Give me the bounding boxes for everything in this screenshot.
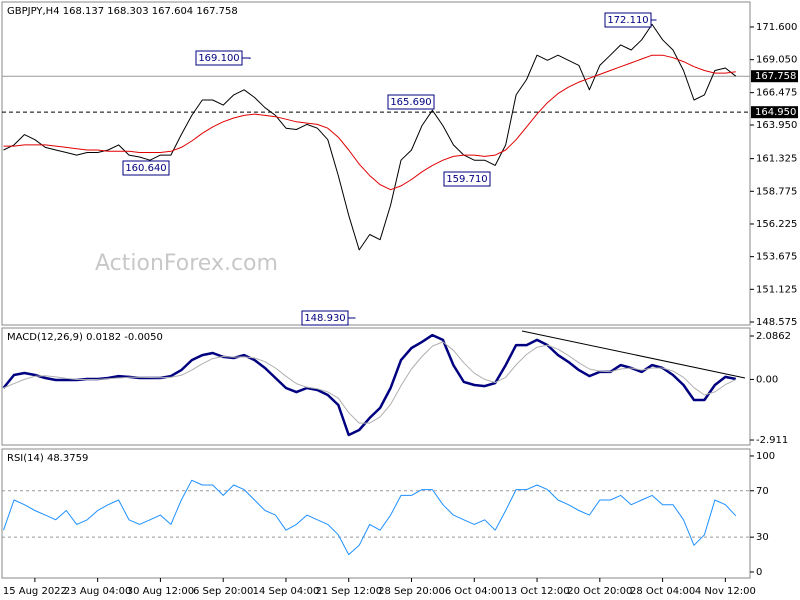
x-tick-label: 6 Sep 20:00 — [193, 586, 253, 597]
panel-frame — [1, 448, 751, 579]
y-tick-label: 169.050 — [756, 55, 797, 66]
y-tick-label: 158.775 — [756, 186, 797, 197]
annotation-label: 165.690 — [390, 97, 431, 108]
y-tick-label: 100 — [756, 451, 775, 462]
y-tick-label: -2.911 — [756, 435, 788, 446]
y-tick-label: 0 — [756, 567, 762, 578]
y-tick-label: 148.575 — [756, 317, 797, 328]
annotation-box — [387, 94, 435, 110]
x-tick-label: 21 Sep 12:00 — [315, 586, 382, 597]
annotation-connector — [348, 317, 356, 319]
annotation-box — [301, 310, 349, 326]
x-tick-label: 15 Aug 2022 — [3, 586, 67, 597]
y-tick-label: 161.325 — [756, 154, 797, 165]
panel-title: GBPJPY,H4 168.137 168.303 167.604 167.75… — [7, 6, 238, 17]
annotation-label: 160.640 — [125, 163, 166, 174]
annotation-box — [195, 50, 243, 66]
y-tick-label: 30 — [756, 532, 769, 543]
annotation-label: 172.110 — [607, 15, 648, 26]
y-tick-label: 0.00 — [756, 374, 778, 385]
series-line — [3, 479, 737, 556]
y-tick-label: 151.125 — [756, 284, 797, 295]
series-line — [2, 333, 737, 437]
annotation-label: 148.930 — [304, 313, 345, 324]
x-tick-label: 20 Oct 20:00 — [567, 586, 632, 597]
watermark: ActionForex.com — [95, 251, 278, 276]
y-tick-label: 156.225 — [756, 219, 797, 230]
x-tick-label: 30 Aug 12:00 — [127, 586, 194, 597]
y-tick-label: 70 — [756, 486, 769, 497]
panel-frame — [1, 327, 751, 446]
price-label-box — [751, 106, 798, 119]
annotation-box — [122, 160, 170, 176]
annotation-label: 169.100 — [198, 53, 239, 64]
annotation-box — [604, 12, 652, 28]
x-tick-label: 14 Sep 04:00 — [253, 586, 320, 597]
x-tick-label: 4 Nov 12:00 — [695, 586, 756, 597]
x-tick-label: 23 Aug 04:00 — [64, 586, 131, 597]
panel-title: RSI(14) 48.3759 — [7, 453, 88, 464]
annotation-connector — [242, 57, 251, 60]
price-label: 164.950 — [755, 107, 796, 118]
series-line — [3, 54, 736, 191]
series-line — [3, 341, 737, 424]
x-tick-label: 28 Oct 04:00 — [630, 586, 695, 597]
y-tick-label: 2.0862 — [756, 331, 791, 342]
panel-title: MACD(12,26,9) 0.0182 -0.0050 — [7, 332, 163, 343]
annotation-box — [443, 171, 491, 187]
panel-frame — [1, 1, 751, 326]
price-label-box — [751, 70, 798, 83]
y-tick-label: 166.475 — [756, 88, 797, 99]
annotation-label: 159.710 — [446, 174, 487, 185]
x-tick-label: 13 Oct 12:00 — [504, 586, 569, 597]
trend-line — [521, 330, 746, 379]
price-label: 167.758 — [755, 71, 796, 82]
y-tick-label: 171.600 — [756, 22, 797, 33]
x-tick-label: 6 Oct 04:00 — [445, 586, 504, 597]
y-tick-label: 163.950 — [756, 120, 797, 131]
x-tick-label: 28 Sep 20:00 — [378, 586, 445, 597]
y-tick-label: 153.675 — [756, 252, 797, 263]
